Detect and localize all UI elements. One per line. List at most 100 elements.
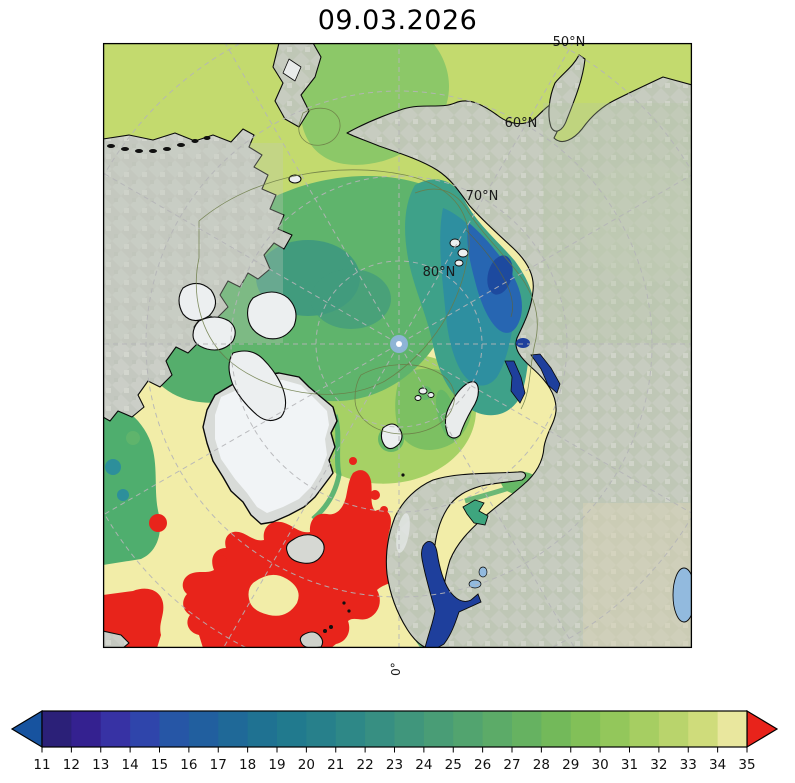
severnaya-zemlya-islands bbox=[449, 238, 469, 267]
white-sea bbox=[462, 499, 489, 526]
colorbar-cell bbox=[277, 711, 307, 747]
ice-layer bbox=[107, 58, 479, 633]
colorbar-tick-label: 33 bbox=[680, 757, 697, 773]
contour-d bbox=[298, 107, 341, 146]
north-pole-marker bbox=[390, 335, 408, 353]
colorbar-tick-label: 27 bbox=[503, 757, 520, 773]
colorbar-tick-label: 22 bbox=[357, 757, 374, 773]
colorbar-tick-label: 16 bbox=[180, 757, 197, 773]
colorbar-tick-label: 31 bbox=[621, 757, 638, 773]
labrador-coastal-green bbox=[103, 401, 161, 565]
north-america-land bbox=[103, 128, 293, 422]
colorbar-cell bbox=[658, 711, 689, 747]
colorbar: 11 12 13 14 15 16 17 18 19 20 21 22 23 24 25 26 27 28 29 30… bbox=[10, 709, 779, 773]
colorbar-tick-label: 14 bbox=[122, 757, 139, 773]
novaya-zemlya-island bbox=[444, 381, 479, 439]
labrador-teal-spot2 bbox=[117, 489, 129, 501]
svalbard-islands bbox=[380, 423, 403, 450]
iceland-land bbox=[285, 534, 325, 564]
colorbar-tick-label: 24 bbox=[415, 757, 432, 773]
colorbar-cell bbox=[71, 711, 102, 747]
colorbar-tick-label: 25 bbox=[445, 757, 462, 773]
map-frame bbox=[102, 42, 693, 649]
contour-e bbox=[464, 228, 513, 318]
colorbar-cell bbox=[600, 711, 630, 747]
colorbar-tick-label: 12 bbox=[63, 757, 80, 773]
colorbar-cell bbox=[482, 711, 513, 747]
colorbar-cell bbox=[512, 711, 542, 747]
colorbar-cell bbox=[188, 711, 219, 747]
labrador-teal-spot bbox=[105, 459, 121, 475]
baltic-sea bbox=[421, 541, 482, 648]
page-title: 09.03.2026 bbox=[317, 5, 478, 36]
colorbar-cell bbox=[100, 711, 131, 747]
colorbar-cell bbox=[365, 711, 395, 747]
inland-seas bbox=[421, 338, 692, 648]
colorbar-cell bbox=[688, 711, 719, 747]
colorbar-ticks bbox=[41, 747, 748, 753]
colorbar-tick-label: 26 bbox=[474, 757, 491, 773]
colorbar-cell bbox=[306, 711, 337, 747]
colorbar-cells bbox=[42, 711, 748, 747]
contour-b bbox=[414, 188, 538, 410]
colorbar-cell bbox=[394, 711, 425, 747]
colorbar-cell bbox=[247, 711, 278, 747]
makarov-basin-core bbox=[311, 269, 391, 329]
colorbar-cell bbox=[570, 711, 601, 747]
lake-ladoga bbox=[468, 579, 482, 589]
lake-onega bbox=[478, 566, 488, 578]
greenland-east-green-fringe bbox=[311, 414, 342, 521]
colorbar-tick-label: 30 bbox=[592, 757, 609, 773]
colorbar-tick-label: 34 bbox=[709, 757, 726, 773]
colorbar-tick-label: 29 bbox=[562, 757, 579, 773]
arctic-map: 50°N 60°N 70°N 80°N 0° bbox=[102, 35, 693, 676]
colorbar-tick-label: 20 bbox=[298, 757, 315, 773]
pole-marker-center-dot bbox=[396, 341, 402, 347]
colorbar-cell bbox=[42, 711, 72, 747]
latitude-label-70n: 70°N bbox=[466, 189, 499, 204]
graticule-labels: 50°N 60°N 70°N 80°N 0° bbox=[389, 35, 585, 676]
colorbar-tick-label: 28 bbox=[533, 757, 550, 773]
colorbar-cell bbox=[335, 711, 366, 747]
yenisei-estuary bbox=[530, 353, 561, 394]
colorbar-cell bbox=[159, 711, 190, 747]
colorbar-cell bbox=[130, 711, 160, 747]
contour-lines bbox=[195, 107, 538, 435]
colorbar-tick-label: 23 bbox=[386, 757, 403, 773]
banks-island bbox=[178, 282, 217, 322]
colorbar-cell bbox=[717, 711, 748, 747]
colorbar-tick-label: 35 bbox=[738, 757, 755, 773]
red-patch-c bbox=[370, 490, 380, 500]
colorbar-cell bbox=[453, 711, 484, 747]
longitude-label-0: 0° bbox=[389, 662, 403, 676]
victoria-island bbox=[192, 316, 236, 351]
kamchatka-peninsula bbox=[548, 54, 586, 132]
colorbar-cell bbox=[218, 711, 249, 747]
colorbar-tick-label: 19 bbox=[268, 757, 285, 773]
labrador-green-spot bbox=[126, 431, 140, 445]
colorbar-cell bbox=[423, 711, 454, 747]
colorbar-cell bbox=[541, 711, 572, 747]
colorbar-tick-label: 21 bbox=[327, 757, 344, 773]
colorbar-tick-labels: 11 12 13 14 15 16 17 18 19 20 21 22 23 24 25 26 27 28 29 30… bbox=[33, 757, 755, 773]
baffin-island bbox=[228, 350, 287, 422]
atlantic-red-left bbox=[103, 588, 164, 648]
colorbar-tick-label: 13 bbox=[92, 757, 109, 773]
colorbar-over-arrow bbox=[746, 709, 779, 749]
contour-a bbox=[195, 169, 470, 395]
chukotka-snow bbox=[282, 58, 302, 82]
colorbar-tick-label: 11 bbox=[33, 757, 50, 773]
latitude-label-60n: 60°N bbox=[505, 116, 538, 131]
colorbar-under-arrow bbox=[10, 709, 43, 749]
caspian-sea bbox=[672, 567, 692, 623]
latitude-label-80n: 80°N bbox=[423, 265, 456, 280]
quebec-corner-land bbox=[103, 630, 130, 648]
red-patch-e bbox=[349, 457, 357, 465]
graticule-60n bbox=[145, 90, 653, 598]
colorbar-cell bbox=[629, 711, 660, 747]
latitude-label-50n: 50°N bbox=[553, 35, 586, 50]
aleutian-island-chain bbox=[107, 58, 405, 633]
red-patch-b bbox=[215, 555, 227, 567]
colorbar-tick-label: 18 bbox=[239, 757, 256, 773]
